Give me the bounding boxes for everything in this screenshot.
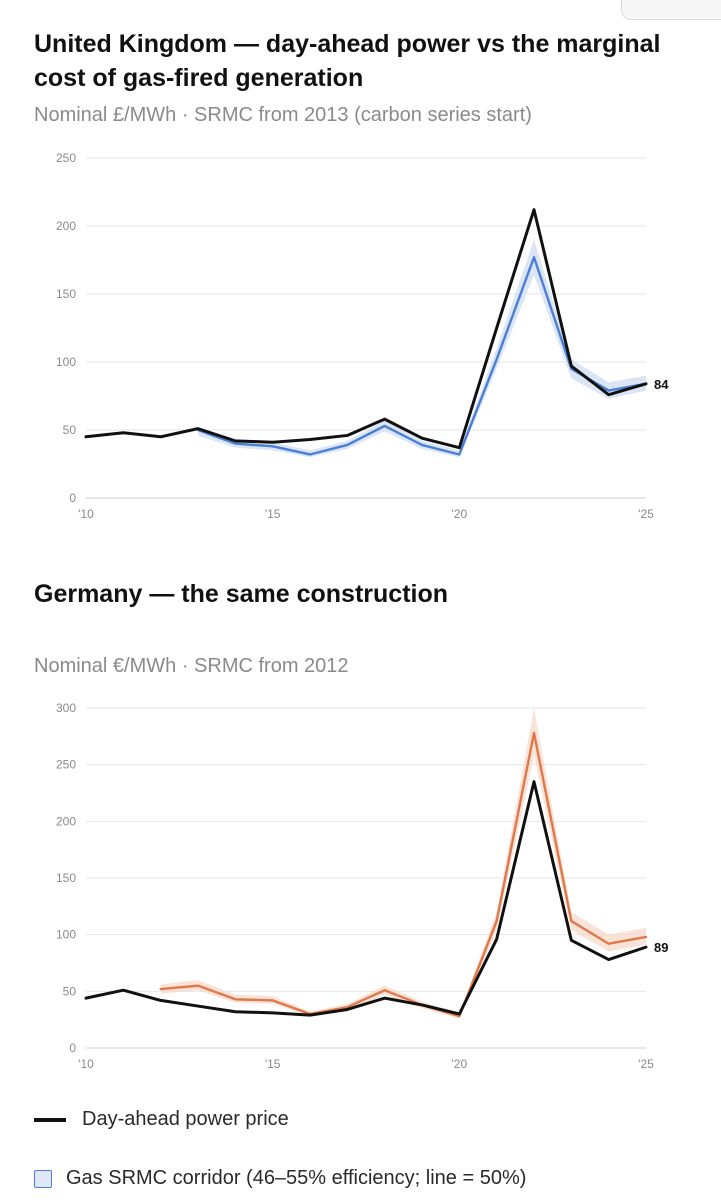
y-tick-label: 100 [56, 355, 76, 369]
legend-label-power: Day-ahead power price [82, 1108, 289, 1130]
x-tick-label: '10 [78, 507, 94, 521]
y-tick-label: 200 [56, 219, 76, 233]
srmc-corridor-band [160, 708, 646, 1019]
y-tick-label: 0 [69, 1041, 76, 1055]
srmc-line [159, 731, 648, 1018]
y-tick-label: 150 [56, 287, 76, 301]
x-tick-label: '25 [638, 507, 654, 521]
y-tick-label: 0 [69, 491, 76, 505]
power-price-line [84, 780, 648, 1017]
chart-title-germany: Germany — the same construction [34, 580, 449, 608]
line-swatch-icon [34, 1117, 66, 1122]
y-tick-label: 200 [56, 814, 76, 828]
y-tick-label: 100 [56, 928, 76, 942]
srmc-corridor-band [198, 239, 646, 458]
x-tick-label: '20 [452, 507, 468, 521]
chart-subtitle-germany: Nominal €/MWh · SRMC from 2012 [34, 655, 349, 677]
legend-item-power: Day-ahead power price [34, 1108, 289, 1131]
end-value-label: 84 [654, 377, 669, 392]
x-tick-label: '25 [638, 1057, 654, 1071]
y-tick-label: 300 [56, 701, 76, 715]
x-tick-label: '15 [265, 507, 281, 521]
chart-title-uk: United Kingdom — day-ahead power vs the … [34, 30, 661, 92]
y-tick-label: 50 [63, 984, 77, 998]
legend-item-srmc: Gas SRMC corridor (46–55% efficiency; li… [34, 1167, 526, 1190]
x-tick-label: '10 [78, 1057, 94, 1071]
srmc-line [196, 256, 648, 456]
y-tick-label: 50 [63, 423, 77, 437]
end-value-label: 89 [654, 940, 668, 955]
y-tick-label: 250 [56, 758, 76, 772]
chart-subtitle-uk: Nominal £/MWh · SRMC from 2013 (carbon s… [34, 104, 532, 126]
legend-label-srmc: Gas SRMC corridor (46–55% efficiency; li… [66, 1167, 527, 1189]
x-tick-label: '15 [265, 1057, 281, 1071]
checkbox-swatch-icon [34, 1169, 52, 1188]
germany-price-chart: 0 50 100 150 200 250 300 '10 '15 '20 '25 89 [56, 701, 669, 1071]
x-tick-label: '20 [452, 1057, 468, 1071]
y-tick-label: 150 [56, 871, 76, 885]
corner-tab [621, 0, 721, 20]
power-price-line [84, 208, 648, 450]
y-tick-label: 250 [56, 151, 76, 165]
uk-price-chart: 0 50 100 150 200 250 '10 '15 '20 '25 84 [56, 151, 669, 521]
